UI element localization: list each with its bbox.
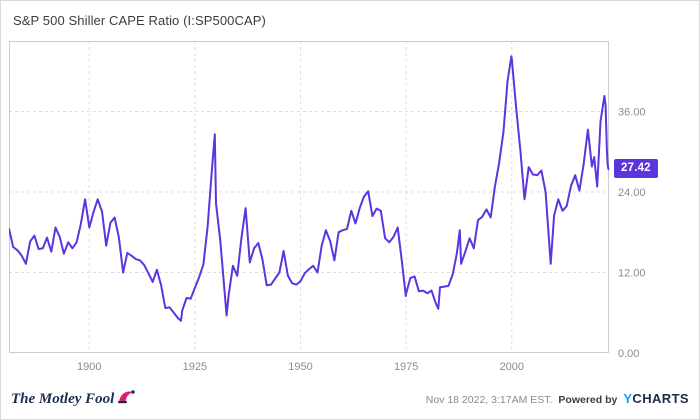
footer: The Motley Fool Nov 18 2022, 3:17AM EST.…	[1, 375, 699, 419]
y-tick-label: 0.00	[618, 348, 639, 360]
x-tick-label: 2000	[500, 361, 524, 373]
cape-ratio-line	[9, 55, 610, 322]
jester-cap-icon	[117, 389, 136, 409]
chart-plot[interactable]: 1900 1925 1950 1975 2000 0.00 12.00 24.00 36.00 …	[9, 41, 693, 373]
y-tick-label: 12.00	[618, 267, 646, 279]
x-tick-label: 1975	[394, 361, 418, 373]
chart-title: S&P 500 Shiller CAPE Ratio (I:SP500CAP)	[13, 13, 266, 28]
current-value-badge: 27.42	[614, 159, 658, 178]
motley-fool-wordmark: The Motley Fool	[11, 390, 115, 407]
attribution: Nov 18 2022, 3:17AM EST. Powered by YCHA…	[426, 391, 689, 406]
motley-fool-logo: The Motley Fool	[11, 389, 136, 409]
timestamp: Nov 18 2022, 3:17AM EST.	[425, 394, 553, 406]
ycharts-y: Y	[623, 391, 633, 406]
y-tick-label: 24.00	[618, 187, 646, 199]
x-tick-label: 1900	[77, 361, 101, 373]
chart-canvas: 1900 1925 1950 1975 2000 0.00 12.00 24.00 36.00	[9, 41, 646, 373]
ycharts-logo: YCHARTS	[623, 391, 689, 406]
plot-border	[9, 41, 609, 353]
x-tick-label: 1925	[183, 361, 207, 373]
x-tick-label: 1950	[288, 361, 312, 373]
powered-by-label: Powered by	[558, 394, 618, 406]
y-tick-label: 36.00	[618, 106, 646, 118]
ycharts-wordmark: CHARTS	[632, 391, 689, 406]
